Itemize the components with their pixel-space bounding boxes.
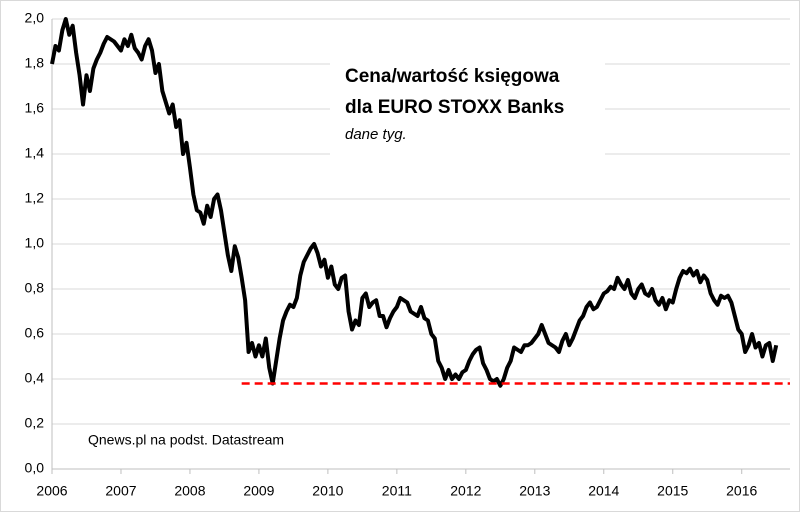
x-tick-label: 2013 [519, 483, 550, 499]
y-tick-label: 0,2 [25, 415, 45, 431]
x-tick-label: 2008 [174, 483, 205, 499]
chart-title: Cena/wartość księgowa [345, 66, 560, 87]
chart-title: dla EURO STOXX Banks [345, 97, 564, 118]
y-tick-label: 2,0 [25, 10, 45, 26]
y-tick-label: 0,6 [25, 325, 45, 341]
series-line [50, 17, 779, 388]
y-tick-label: 0,0 [25, 460, 45, 476]
x-tick-label: 2016 [726, 483, 757, 499]
y-tick-label: 0,4 [25, 370, 45, 386]
x-tick-label: 2006 [36, 483, 67, 499]
y-tick-label: 1,4 [25, 145, 45, 161]
title-box [330, 55, 605, 155]
y-tick-label: 1,2 [25, 190, 45, 206]
source-note: Qnews.pl na podst. Datastream [88, 432, 284, 448]
x-tick-label: 2014 [588, 483, 619, 499]
x-tick-label: 2009 [243, 483, 274, 499]
y-tick-label: 1,8 [25, 55, 45, 71]
y-tick-label: 0,8 [25, 280, 45, 296]
x-tick-label: 2007 [105, 483, 136, 499]
x-tick-label: 2010 [312, 483, 343, 499]
y-tick-label: 1,6 [25, 100, 45, 116]
x-tick-label: 2012 [450, 483, 481, 499]
y-tick-label: 1,0 [25, 235, 45, 251]
x-tick-label: 2011 [382, 483, 412, 499]
x-tick-label: 2015 [657, 483, 688, 499]
chart-subtitle: dane tyg. [345, 126, 407, 143]
